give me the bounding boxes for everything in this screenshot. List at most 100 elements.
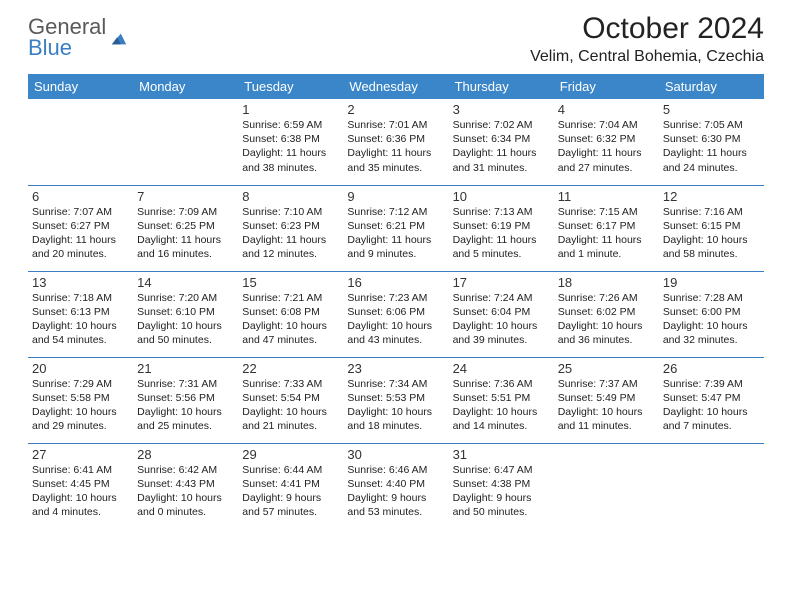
weekday-header: Friday (554, 74, 659, 99)
info-line: Sunrise: 7:34 AM (347, 377, 444, 391)
info-line: Daylight: 10 hours (242, 405, 339, 419)
calendar-cell: 15Sunrise: 7:21 AMSunset: 6:08 PMDayligh… (238, 271, 343, 357)
calendar-cell: 31Sunrise: 6:47 AMSunset: 4:38 PMDayligh… (449, 443, 554, 529)
day-number: 5 (663, 102, 760, 117)
info-line: and 50 minutes. (453, 505, 550, 519)
info-line: Sunset: 6:08 PM (242, 305, 339, 319)
info-line: Daylight: 10 hours (32, 319, 129, 333)
info-line: and 39 minutes. (453, 333, 550, 347)
calendar-cell: 23Sunrise: 7:34 AMSunset: 5:53 PMDayligh… (343, 357, 448, 443)
info-line: Sunset: 5:56 PM (137, 391, 234, 405)
day-info: Sunrise: 7:23 AMSunset: 6:06 PMDaylight:… (347, 291, 444, 348)
info-line: Sunset: 5:58 PM (32, 391, 129, 405)
day-info: Sunrise: 7:01 AMSunset: 6:36 PMDaylight:… (347, 118, 444, 175)
info-line: Daylight: 10 hours (347, 319, 444, 333)
calendar-cell: 22Sunrise: 7:33 AMSunset: 5:54 PMDayligh… (238, 357, 343, 443)
day-number: 14 (137, 275, 234, 290)
location: Velim, Central Bohemia, Czechia (530, 48, 764, 66)
info-line: Daylight: 10 hours (558, 405, 655, 419)
day-info: Sunrise: 7:39 AMSunset: 5:47 PMDaylight:… (663, 377, 760, 434)
info-line: Sunset: 6:19 PM (453, 219, 550, 233)
calendar-cell: 6Sunrise: 7:07 AMSunset: 6:27 PMDaylight… (28, 185, 133, 271)
info-line: Sunset: 5:51 PM (453, 391, 550, 405)
info-line: Sunset: 4:43 PM (137, 477, 234, 491)
calendar-cell: 3Sunrise: 7:02 AMSunset: 6:34 PMDaylight… (449, 99, 554, 185)
logo-word2: Blue (28, 37, 106, 59)
day-number: 17 (453, 275, 550, 290)
info-line: Sunset: 6:13 PM (32, 305, 129, 319)
info-line: Daylight: 11 hours (347, 233, 444, 247)
day-number: 1 (242, 102, 339, 117)
calendar-cell: 13Sunrise: 7:18 AMSunset: 6:13 PMDayligh… (28, 271, 133, 357)
info-line: Daylight: 10 hours (453, 405, 550, 419)
info-line: Sunrise: 7:16 AM (663, 205, 760, 219)
info-line: Daylight: 10 hours (137, 405, 234, 419)
info-line: and 24 minutes. (663, 161, 760, 175)
day-info: Sunrise: 7:33 AMSunset: 5:54 PMDaylight:… (242, 377, 339, 434)
info-line: Sunrise: 6:44 AM (242, 463, 339, 477)
info-line: Sunrise: 7:36 AM (453, 377, 550, 391)
info-line: Daylight: 10 hours (32, 491, 129, 505)
info-line: Sunrise: 7:13 AM (453, 205, 550, 219)
info-line: and 25 minutes. (137, 419, 234, 433)
calendar-cell: 21Sunrise: 7:31 AMSunset: 5:56 PMDayligh… (133, 357, 238, 443)
calendar-cell (133, 99, 238, 185)
info-line: Daylight: 10 hours (453, 319, 550, 333)
day-info: Sunrise: 7:34 AMSunset: 5:53 PMDaylight:… (347, 377, 444, 434)
info-line: Sunrise: 7:28 AM (663, 291, 760, 305)
weekday-header: Saturday (659, 74, 764, 99)
day-number: 12 (663, 189, 760, 204)
calendar-cell: 11Sunrise: 7:15 AMSunset: 6:17 PMDayligh… (554, 185, 659, 271)
info-line: Sunset: 4:38 PM (453, 477, 550, 491)
info-line: Sunrise: 7:29 AM (32, 377, 129, 391)
day-info: Sunrise: 7:37 AMSunset: 5:49 PMDaylight:… (558, 377, 655, 434)
info-line: Sunset: 6:04 PM (453, 305, 550, 319)
info-line: Sunrise: 7:18 AM (32, 291, 129, 305)
calendar-cell (659, 443, 764, 529)
info-line: Daylight: 9 hours (453, 491, 550, 505)
day-info: Sunrise: 7:29 AMSunset: 5:58 PMDaylight:… (32, 377, 129, 434)
day-info: Sunrise: 7:07 AMSunset: 6:27 PMDaylight:… (32, 205, 129, 262)
info-line: Sunrise: 6:42 AM (137, 463, 234, 477)
weekday-header: Thursday (449, 74, 554, 99)
info-line: and 0 minutes. (137, 505, 234, 519)
info-line: and 32 minutes. (663, 333, 760, 347)
day-number: 3 (453, 102, 550, 117)
info-line: Sunset: 6:06 PM (347, 305, 444, 319)
calendar-row: 1Sunrise: 6:59 AMSunset: 6:38 PMDaylight… (28, 99, 764, 185)
info-line: Sunset: 6:38 PM (242, 132, 339, 146)
day-number: 15 (242, 275, 339, 290)
info-line: Sunset: 6:10 PM (137, 305, 234, 319)
day-info: Sunrise: 7:09 AMSunset: 6:25 PMDaylight:… (137, 205, 234, 262)
info-line: and 53 minutes. (347, 505, 444, 519)
info-line: and 11 minutes. (558, 419, 655, 433)
day-number: 2 (347, 102, 444, 117)
info-line: and 31 minutes. (453, 161, 550, 175)
info-line: Daylight: 11 hours (453, 146, 550, 160)
info-line: Sunset: 6:27 PM (32, 219, 129, 233)
logo: General Blue (28, 16, 128, 59)
info-line: and 12 minutes. (242, 247, 339, 261)
info-line: and 5 minutes. (453, 247, 550, 261)
day-info: Sunrise: 7:16 AMSunset: 6:15 PMDaylight:… (663, 205, 760, 262)
info-line: and 29 minutes. (32, 419, 129, 433)
calendar-cell: 7Sunrise: 7:09 AMSunset: 6:25 PMDaylight… (133, 185, 238, 271)
day-number: 11 (558, 189, 655, 204)
calendar-cell: 4Sunrise: 7:04 AMSunset: 6:32 PMDaylight… (554, 99, 659, 185)
day-info: Sunrise: 7:12 AMSunset: 6:21 PMDaylight:… (347, 205, 444, 262)
info-line: Sunset: 4:45 PM (32, 477, 129, 491)
calendar-cell: 28Sunrise: 6:42 AMSunset: 4:43 PMDayligh… (133, 443, 238, 529)
day-info: Sunrise: 7:10 AMSunset: 6:23 PMDaylight:… (242, 205, 339, 262)
day-info: Sunrise: 6:44 AMSunset: 4:41 PMDaylight:… (242, 463, 339, 520)
day-info: Sunrise: 7:20 AMSunset: 6:10 PMDaylight:… (137, 291, 234, 348)
weekday-header: Sunday (28, 74, 133, 99)
info-line: and 47 minutes. (242, 333, 339, 347)
info-line: and 58 minutes. (663, 247, 760, 261)
day-number: 25 (558, 361, 655, 376)
info-line: Sunset: 5:47 PM (663, 391, 760, 405)
info-line: Daylight: 11 hours (663, 146, 760, 160)
day-number: 6 (32, 189, 129, 204)
info-line: Sunrise: 7:09 AM (137, 205, 234, 219)
info-line: and 7 minutes. (663, 419, 760, 433)
info-line: and 4 minutes. (32, 505, 129, 519)
